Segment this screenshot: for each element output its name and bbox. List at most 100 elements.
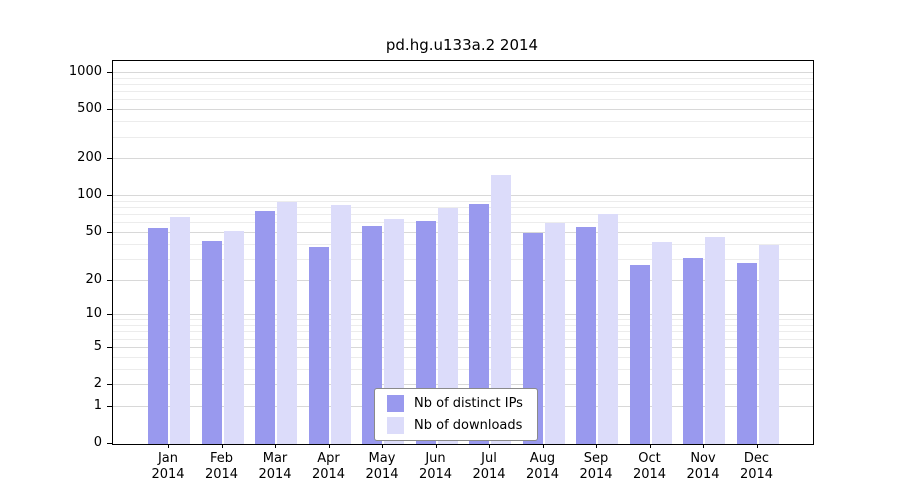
bar-downloads xyxy=(758,244,779,444)
x-tick-mark xyxy=(542,444,544,448)
y-tick-mark xyxy=(107,314,112,316)
x-tick-label: Feb 2014 xyxy=(204,451,239,482)
x-tick-label: Sep 2014 xyxy=(579,451,613,482)
y-tick-label: 10 xyxy=(85,306,102,322)
legend-label-distinct-ips: Nb of distinct IPs xyxy=(414,396,523,411)
x-tick-mark xyxy=(435,444,437,448)
minor-gridline xyxy=(113,91,813,93)
x-tick-label: Nov 2014 xyxy=(686,451,720,482)
bar-distinct-ips xyxy=(683,257,703,444)
minor-gridline xyxy=(113,368,813,370)
x-tick-label: Aug 2014 xyxy=(525,451,560,482)
bar-distinct-ips xyxy=(736,263,757,444)
bar-distinct-ips xyxy=(308,247,329,444)
major-gridline xyxy=(113,346,813,348)
minor-gridline xyxy=(113,356,813,358)
y-tick-mark xyxy=(107,384,112,385)
x-tick-mark xyxy=(328,444,330,448)
minor-gridline xyxy=(113,222,813,224)
y-tick-mark xyxy=(107,195,112,197)
bar-distinct-ips xyxy=(576,226,596,444)
minor-gridline xyxy=(113,338,813,340)
minor-gridline xyxy=(113,319,813,321)
x-tick-mark xyxy=(275,444,276,448)
major-gridline xyxy=(113,195,813,197)
x-tick-label: Oct 2014 xyxy=(632,451,667,482)
y-tick-label: 2 xyxy=(93,376,102,391)
minor-gridline xyxy=(113,243,813,245)
y-tick-label: 200 xyxy=(77,150,102,166)
x-tick-mark xyxy=(703,444,704,448)
major-gridline xyxy=(113,158,813,160)
minor-gridline xyxy=(113,99,813,101)
y-tick-mark xyxy=(107,346,112,348)
y-tick-mark xyxy=(107,231,112,233)
y-tick-mark xyxy=(107,72,112,73)
y-tick-label: 500 xyxy=(77,101,102,117)
legend-swatch-downloads xyxy=(387,417,404,434)
bar-downloads xyxy=(491,174,511,444)
bar-downloads xyxy=(330,205,351,444)
x-tick-mark xyxy=(382,444,383,448)
bar-distinct-ips xyxy=(629,265,650,444)
minor-gridline xyxy=(113,214,813,216)
x-tick-mark xyxy=(489,444,490,448)
minor-gridline xyxy=(113,121,813,123)
x-tick-label: Dec 2014 xyxy=(739,451,774,482)
minor-gridline xyxy=(113,200,813,202)
x-tick-label: Jan 2014 xyxy=(151,451,185,482)
major-gridline xyxy=(113,109,813,111)
major-gridline xyxy=(113,314,813,316)
x-tick-label: Apr 2014 xyxy=(311,451,346,482)
major-gridline xyxy=(113,279,813,281)
bar-downloads xyxy=(277,201,297,444)
y-tick-label: 1000 xyxy=(68,64,102,79)
bar-downloads xyxy=(598,214,618,444)
plot-area xyxy=(112,60,814,445)
y-tick-label: 5 xyxy=(93,338,102,354)
bar-distinct-ips xyxy=(201,240,222,444)
x-tick-label: Jun 2014 xyxy=(418,451,453,482)
bar-distinct-ips xyxy=(469,203,489,444)
minor-gridline xyxy=(113,325,813,327)
minor-gridline xyxy=(113,83,813,85)
bar-downloads xyxy=(223,230,244,444)
y-tick-mark xyxy=(107,443,112,444)
y-tick-mark xyxy=(107,405,112,407)
bar-downloads xyxy=(170,216,190,444)
minor-gridline xyxy=(113,77,813,79)
y-tick-label: 0 xyxy=(93,435,102,450)
x-tick-mark xyxy=(221,444,223,448)
bar-downloads xyxy=(437,208,458,444)
legend-swatch-distinct-ips xyxy=(387,395,404,412)
x-tick-label: Mar 2014 xyxy=(258,451,292,482)
bar-downloads xyxy=(705,237,725,444)
major-gridline xyxy=(113,72,813,73)
bar-distinct-ips xyxy=(255,211,275,444)
y-tick-label: 50 xyxy=(85,223,102,239)
y-tick-mark xyxy=(107,279,112,281)
x-tick-mark xyxy=(649,444,651,448)
major-gridline xyxy=(113,384,813,386)
legend-label-downloads: Nb of downloads xyxy=(414,418,523,433)
legend-item-distinct-ips: Nb of distinct IPs xyxy=(387,395,523,412)
minor-gridline xyxy=(113,136,813,138)
major-gridline xyxy=(113,231,813,233)
x-tick-mark xyxy=(168,444,169,448)
x-tick-mark xyxy=(756,444,758,448)
y-tick-label: 1 xyxy=(93,397,102,413)
x-tick-mark xyxy=(596,444,597,448)
x-tick-label: May 2014 xyxy=(365,451,399,482)
legend-item-downloads: Nb of downloads xyxy=(387,417,523,434)
bar-distinct-ips xyxy=(148,227,168,444)
x-tick-label: Jul 2014 xyxy=(472,451,506,482)
y-tick-label: 100 xyxy=(77,187,102,203)
chart-title: pd.hg.u133a.2 2014 xyxy=(385,36,539,54)
minor-gridline xyxy=(113,258,813,260)
bar-downloads xyxy=(544,223,565,444)
bar-downloads xyxy=(651,242,672,444)
y-tick-label: 20 xyxy=(85,271,102,287)
legend: Nb of distinct IPs Nb of downloads xyxy=(374,388,538,441)
y-tick-mark xyxy=(107,158,112,160)
